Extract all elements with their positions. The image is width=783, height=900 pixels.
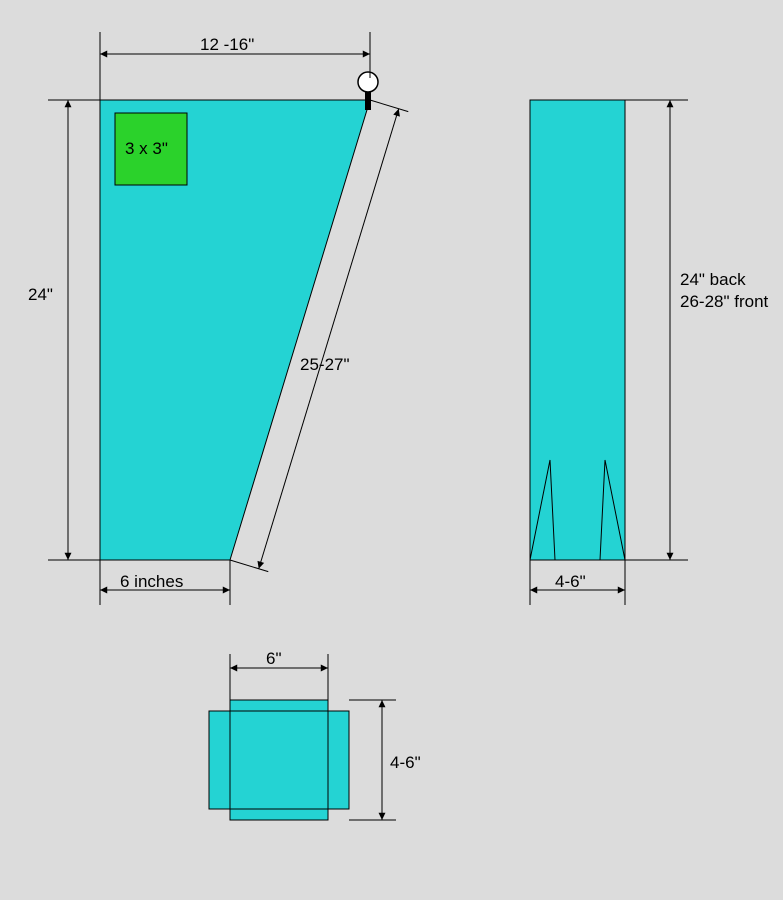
dim-cross-right-label: 4-6" [390,753,421,772]
ball-icon [358,72,378,92]
green-square-label: 3 x 3" [125,139,168,158]
cross-vert [230,700,328,820]
dim-side-right-label1: 24" back [680,270,746,289]
dim-side-bottom-label: 4-6" [555,572,586,591]
dim-left-label: 24" [28,285,53,304]
dim-cross-top-label: 6" [266,649,282,668]
dim-side-right-label2: 26-28" front [680,292,769,311]
dim-top-label: 12 -16" [200,35,254,54]
dim-diag-label: 25-27" [300,355,350,374]
dim-bottom-label: 6 inches [120,572,183,591]
